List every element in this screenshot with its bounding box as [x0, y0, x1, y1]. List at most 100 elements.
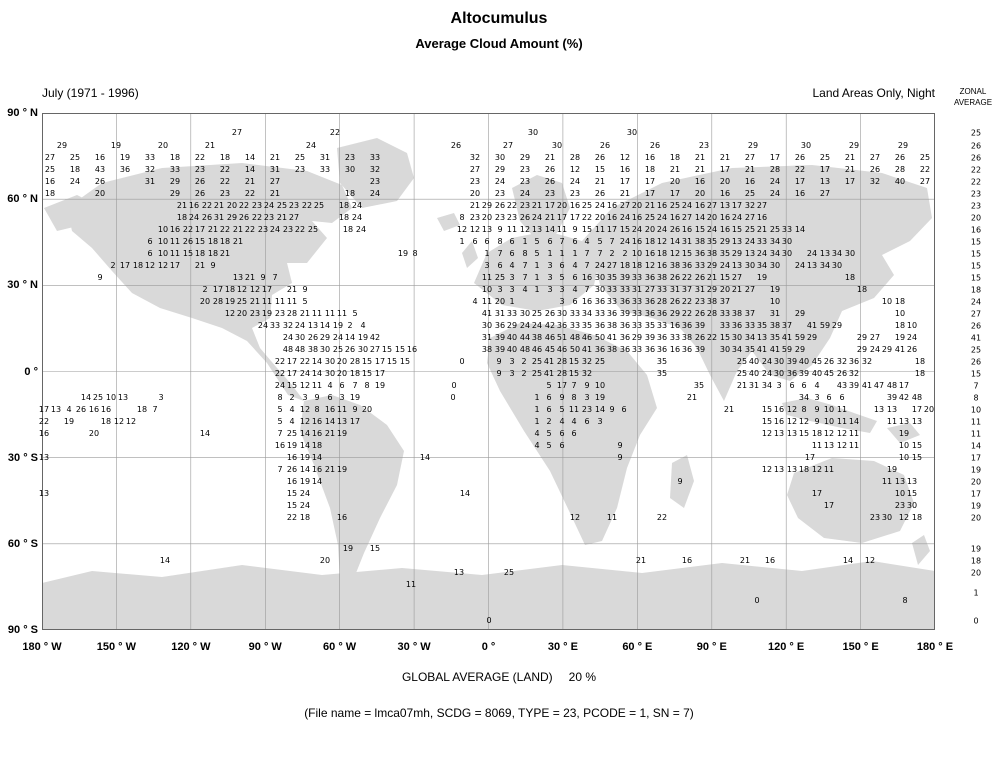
grid-value: 20 [923, 405, 935, 414]
grid-value: 38 [531, 333, 543, 342]
grid-value: 31 [319, 153, 331, 162]
grid-value: 20 [719, 177, 731, 186]
grid-value: 39 [786, 357, 798, 366]
grid-value: 16 [311, 465, 323, 474]
grid-value: 21 [324, 465, 336, 474]
grid-value: 16 [311, 417, 323, 426]
grid-value: 13 [731, 237, 743, 246]
grid-value: 17 [544, 201, 556, 210]
grid-value: 12 [113, 417, 125, 426]
grid-value: 18 [894, 297, 906, 306]
grid-value: 5 [534, 249, 540, 258]
grid-value: 13 [336, 417, 348, 426]
grid-value: 12 [249, 285, 261, 294]
grid-value: 12 [786, 405, 798, 414]
grid-value: 33 [569, 321, 581, 330]
grid-value: 24 [188, 213, 200, 222]
grid-value: 48 [911, 393, 923, 402]
grid-value: 4 [534, 429, 540, 438]
grid-value: 29 [856, 345, 868, 354]
grid-value: 37 [719, 297, 731, 306]
grid-value: 26 [823, 357, 835, 366]
grid-value: 13 [38, 453, 50, 462]
grid-value: 13 [117, 393, 129, 402]
grid-value: 3 [509, 285, 515, 294]
grid-value: 26 [599, 141, 611, 150]
grid-value: 36 [594, 321, 606, 330]
grid-value: 25 [494, 273, 506, 282]
grid-value: 12 [469, 225, 481, 234]
grid-value: 41 [781, 333, 793, 342]
grid-value: 16 [631, 213, 643, 222]
grid-value: 36 [594, 345, 606, 354]
grid-value: 27 [606, 261, 618, 270]
grid-value: 13 [911, 417, 923, 426]
zonal-average-value: 23 [970, 201, 982, 211]
grid-value: 18 [299, 513, 311, 522]
grid-value: 6 [572, 297, 578, 306]
grid-value: 20 [319, 556, 331, 565]
grid-value: 22 [681, 297, 693, 306]
grid-value: 21 [204, 141, 216, 150]
grid-value: 26 [544, 177, 556, 186]
grid-value: 21 [635, 556, 647, 565]
grid-value: 21 [544, 213, 556, 222]
grid-value: 23 [506, 213, 518, 222]
grid-value: 1 [547, 249, 553, 258]
grid-value: 10 [906, 321, 918, 330]
grid-value: 13 [50, 405, 62, 414]
grid-value: 11 [811, 441, 823, 450]
grid-value: 12 [619, 153, 631, 162]
grid-value: 50 [569, 345, 581, 354]
grid-value: 23 [581, 405, 593, 414]
grid-value: 23 [569, 189, 581, 198]
page-title: Altocumulus [450, 10, 548, 27]
grid-value: 11 [336, 405, 348, 414]
grid-value: 24 [869, 345, 881, 354]
grid-value: 36 [644, 297, 656, 306]
grid-value: 0 [754, 596, 760, 605]
grid-value: 1 [509, 297, 515, 306]
grid-value: 35 [656, 369, 668, 378]
grid-value: 13 [873, 405, 885, 414]
grid-value: 0 [459, 357, 465, 366]
zonal-average-value: 11 [970, 417, 982, 427]
grid-value: 12 [236, 285, 248, 294]
grid-value: 33 [144, 153, 156, 162]
grid-value: 24 [257, 321, 269, 330]
grid-value: 12 [761, 465, 773, 474]
grid-value: 18 [669, 153, 681, 162]
grid-value: 27 [819, 189, 831, 198]
grid-value: 11 [881, 477, 893, 486]
grid-value: 38 [669, 261, 681, 270]
grid-value: 42 [898, 393, 910, 402]
grid-value: 7 [584, 285, 590, 294]
grid-value: 18 [844, 273, 856, 282]
grid-value: 21 [469, 201, 481, 210]
grid-value: 35 [706, 237, 718, 246]
grid-value: 15 [694, 225, 706, 234]
grid-value: 7 [597, 249, 603, 258]
zonal-average-value: 19 [970, 501, 982, 511]
grid-value: 31 [694, 285, 706, 294]
grid-value: 25 [44, 165, 56, 174]
grid-value: 38 [606, 321, 618, 330]
grid-value: 5 [302, 297, 308, 306]
grid-value: 15 [286, 381, 298, 390]
grid-value: 41 [769, 345, 781, 354]
grid-value: 9 [814, 405, 820, 414]
grid-value: 41 [543, 369, 555, 378]
grid-value: 30 [773, 357, 785, 366]
grid-value: 12 [811, 465, 823, 474]
grid-value: 36 [656, 309, 668, 318]
grid-value: 19 [63, 417, 75, 426]
grid-value: 13 [898, 417, 910, 426]
grid-value: 17 [794, 177, 806, 186]
grid-value: 12 [823, 429, 835, 438]
grid-value: 9 [584, 381, 590, 390]
grid-value: 18 [44, 189, 56, 198]
grid-value: 12 [644, 261, 656, 270]
grid-value: 0 [486, 616, 492, 625]
grid-value: 40 [748, 357, 760, 366]
grid-value: 11 [568, 405, 580, 414]
